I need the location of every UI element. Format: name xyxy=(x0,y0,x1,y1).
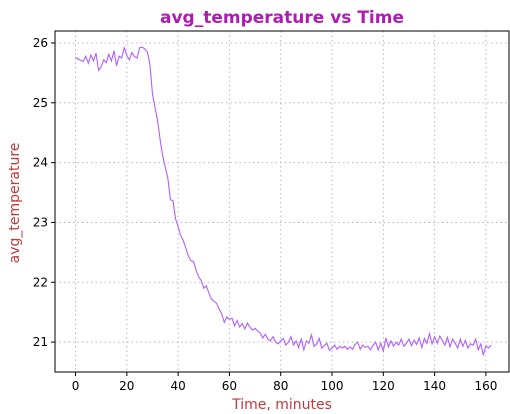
y-tick-label: 24 xyxy=(33,156,48,170)
y-tick-label: 21 xyxy=(33,335,48,349)
x-tick-label: 60 xyxy=(222,379,237,393)
grid xyxy=(55,31,509,372)
y-axis-ticks: 21 22 23 24 25 26 xyxy=(33,36,55,349)
x-axis-label: Time, minutes xyxy=(231,397,332,413)
x-tick-label: 100 xyxy=(321,379,344,393)
x-axis-ticks: 0 20 40 60 80 100 120 140 160 xyxy=(72,372,497,393)
y-axis-label: avg_temperature xyxy=(7,143,23,264)
chart-title: avg_temperature vs Time xyxy=(160,8,404,28)
series-line xyxy=(75,45,492,356)
x-tick-label: 140 xyxy=(423,379,446,393)
x-tick-label: 40 xyxy=(170,379,185,393)
plot-area-frame xyxy=(54,30,510,373)
x-tick-label: 0 xyxy=(72,379,80,393)
y-tick-label: 26 xyxy=(33,36,48,50)
x-tick-label: 160 xyxy=(474,379,497,393)
x-tick-label: 80 xyxy=(273,379,288,393)
y-tick-label: 25 xyxy=(33,96,48,110)
y-tick-label: 23 xyxy=(33,215,48,229)
y-tick-label: 22 xyxy=(33,275,48,289)
x-tick-label: 20 xyxy=(119,379,134,393)
x-tick-label: 120 xyxy=(372,379,395,393)
